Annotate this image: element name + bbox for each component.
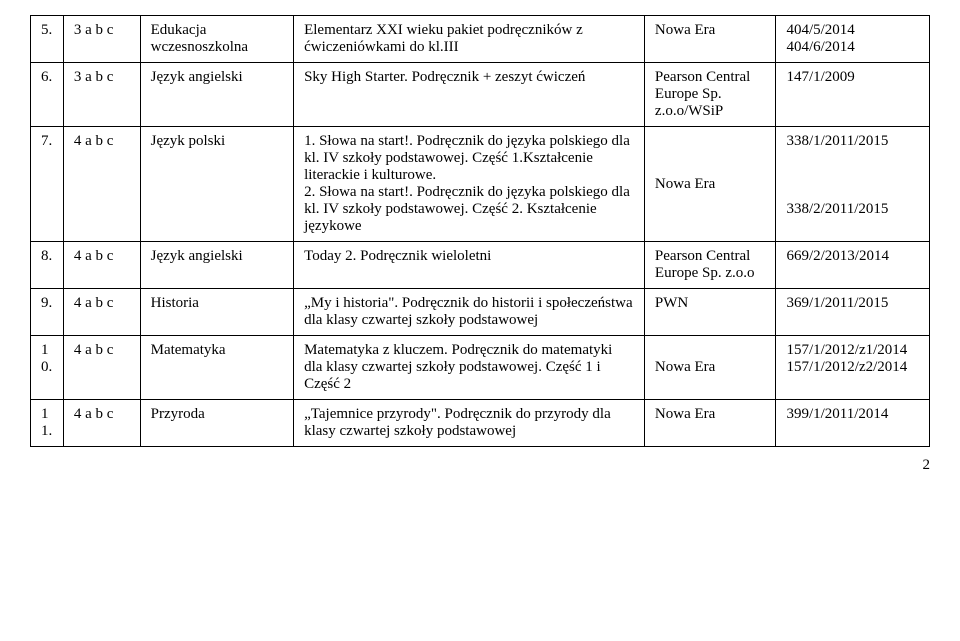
row-publisher: PWN — [644, 289, 776, 336]
row-publisher: Pearson Central Europe Sp. z.o.o — [644, 242, 776, 289]
table-row: 6.3 a b cJęzyk angielskiSky High Starter… — [31, 63, 930, 127]
row-subject: Edukacja wczesnoszkolna — [140, 16, 293, 63]
row-title: Sky High Starter. Podręcznik + zeszyt ćw… — [294, 63, 645, 127]
table-row: 10.4 a b cMatematykaMatematyka z kluczem… — [31, 336, 930, 400]
row-publisher: Nowa Era — [644, 16, 776, 63]
row-publisher: Nowa Era — [644, 336, 776, 400]
row-subject: Język polski — [140, 127, 293, 242]
row-class: 3 a b c — [63, 16, 140, 63]
row-number: 7. — [31, 127, 64, 242]
row-number: 9. — [31, 289, 64, 336]
row-class: 3 a b c — [63, 63, 140, 127]
row-class: 4 a b c — [63, 242, 140, 289]
row-code: 399/1/2011/2014 — [776, 400, 930, 447]
table-row: 9.4 a b cHistoria„My i historia". Podręc… — [31, 289, 930, 336]
row-code: 338/1/2011/2015 338/2/2011/2015 — [776, 127, 930, 242]
row-title: Elementarz XXI wieku pakiet podręczników… — [294, 16, 645, 63]
row-title: Matematyka z kluczem. Podręcznik do mate… — [294, 336, 645, 400]
row-title: „My i historia". Podręcznik do historii … — [294, 289, 645, 336]
table-row: 5.3 a b cEdukacja wczesnoszkolnaElementa… — [31, 16, 930, 63]
row-code: 147/1/2009 — [776, 63, 930, 127]
row-number: 10. — [31, 336, 64, 400]
row-code: 369/1/2011/2015 — [776, 289, 930, 336]
textbook-table: 5.3 a b cEdukacja wczesnoszkolnaElementa… — [30, 15, 930, 447]
row-number: 6. — [31, 63, 64, 127]
row-class: 4 a b c — [63, 400, 140, 447]
row-subject: Przyroda — [140, 400, 293, 447]
page-number: 2 — [30, 457, 930, 474]
row-subject: Matematyka — [140, 336, 293, 400]
row-subject: Język angielski — [140, 63, 293, 127]
row-code: 669/2/2013/2014 — [776, 242, 930, 289]
row-title: Today 2. Podręcznik wieloletni — [294, 242, 645, 289]
row-publisher: Pearson Central Europe Sp. z.o.o/WSiP — [644, 63, 776, 127]
row-subject: Język angielski — [140, 242, 293, 289]
row-title: 1. Słowa na start!. Podręcznik do języka… — [294, 127, 645, 242]
row-class: 4 a b c — [63, 336, 140, 400]
row-title: „Tajemnice przyrody". Podręcznik do przy… — [294, 400, 645, 447]
row-class: 4 a b c — [63, 127, 140, 242]
table-row: 7.4 a b cJęzyk polski1. Słowa na start!.… — [31, 127, 930, 242]
row-number: 11. — [31, 400, 64, 447]
row-class: 4 a b c — [63, 289, 140, 336]
row-number: 5. — [31, 16, 64, 63]
row-code: 157/1/2012/z1/2014 157/1/2012/z2/2014 — [776, 336, 930, 400]
table-row: 8.4 a b cJęzyk angielskiToday 2. Podręcz… — [31, 242, 930, 289]
row-code: 404/5/2014 404/6/2014 — [776, 16, 930, 63]
row-subject: Historia — [140, 289, 293, 336]
row-publisher: Nowa Era — [644, 400, 776, 447]
table-row: 11.4 a b cPrzyroda„Tajemnice przyrody". … — [31, 400, 930, 447]
row-number: 8. — [31, 242, 64, 289]
row-publisher: Nowa Era — [644, 127, 776, 242]
